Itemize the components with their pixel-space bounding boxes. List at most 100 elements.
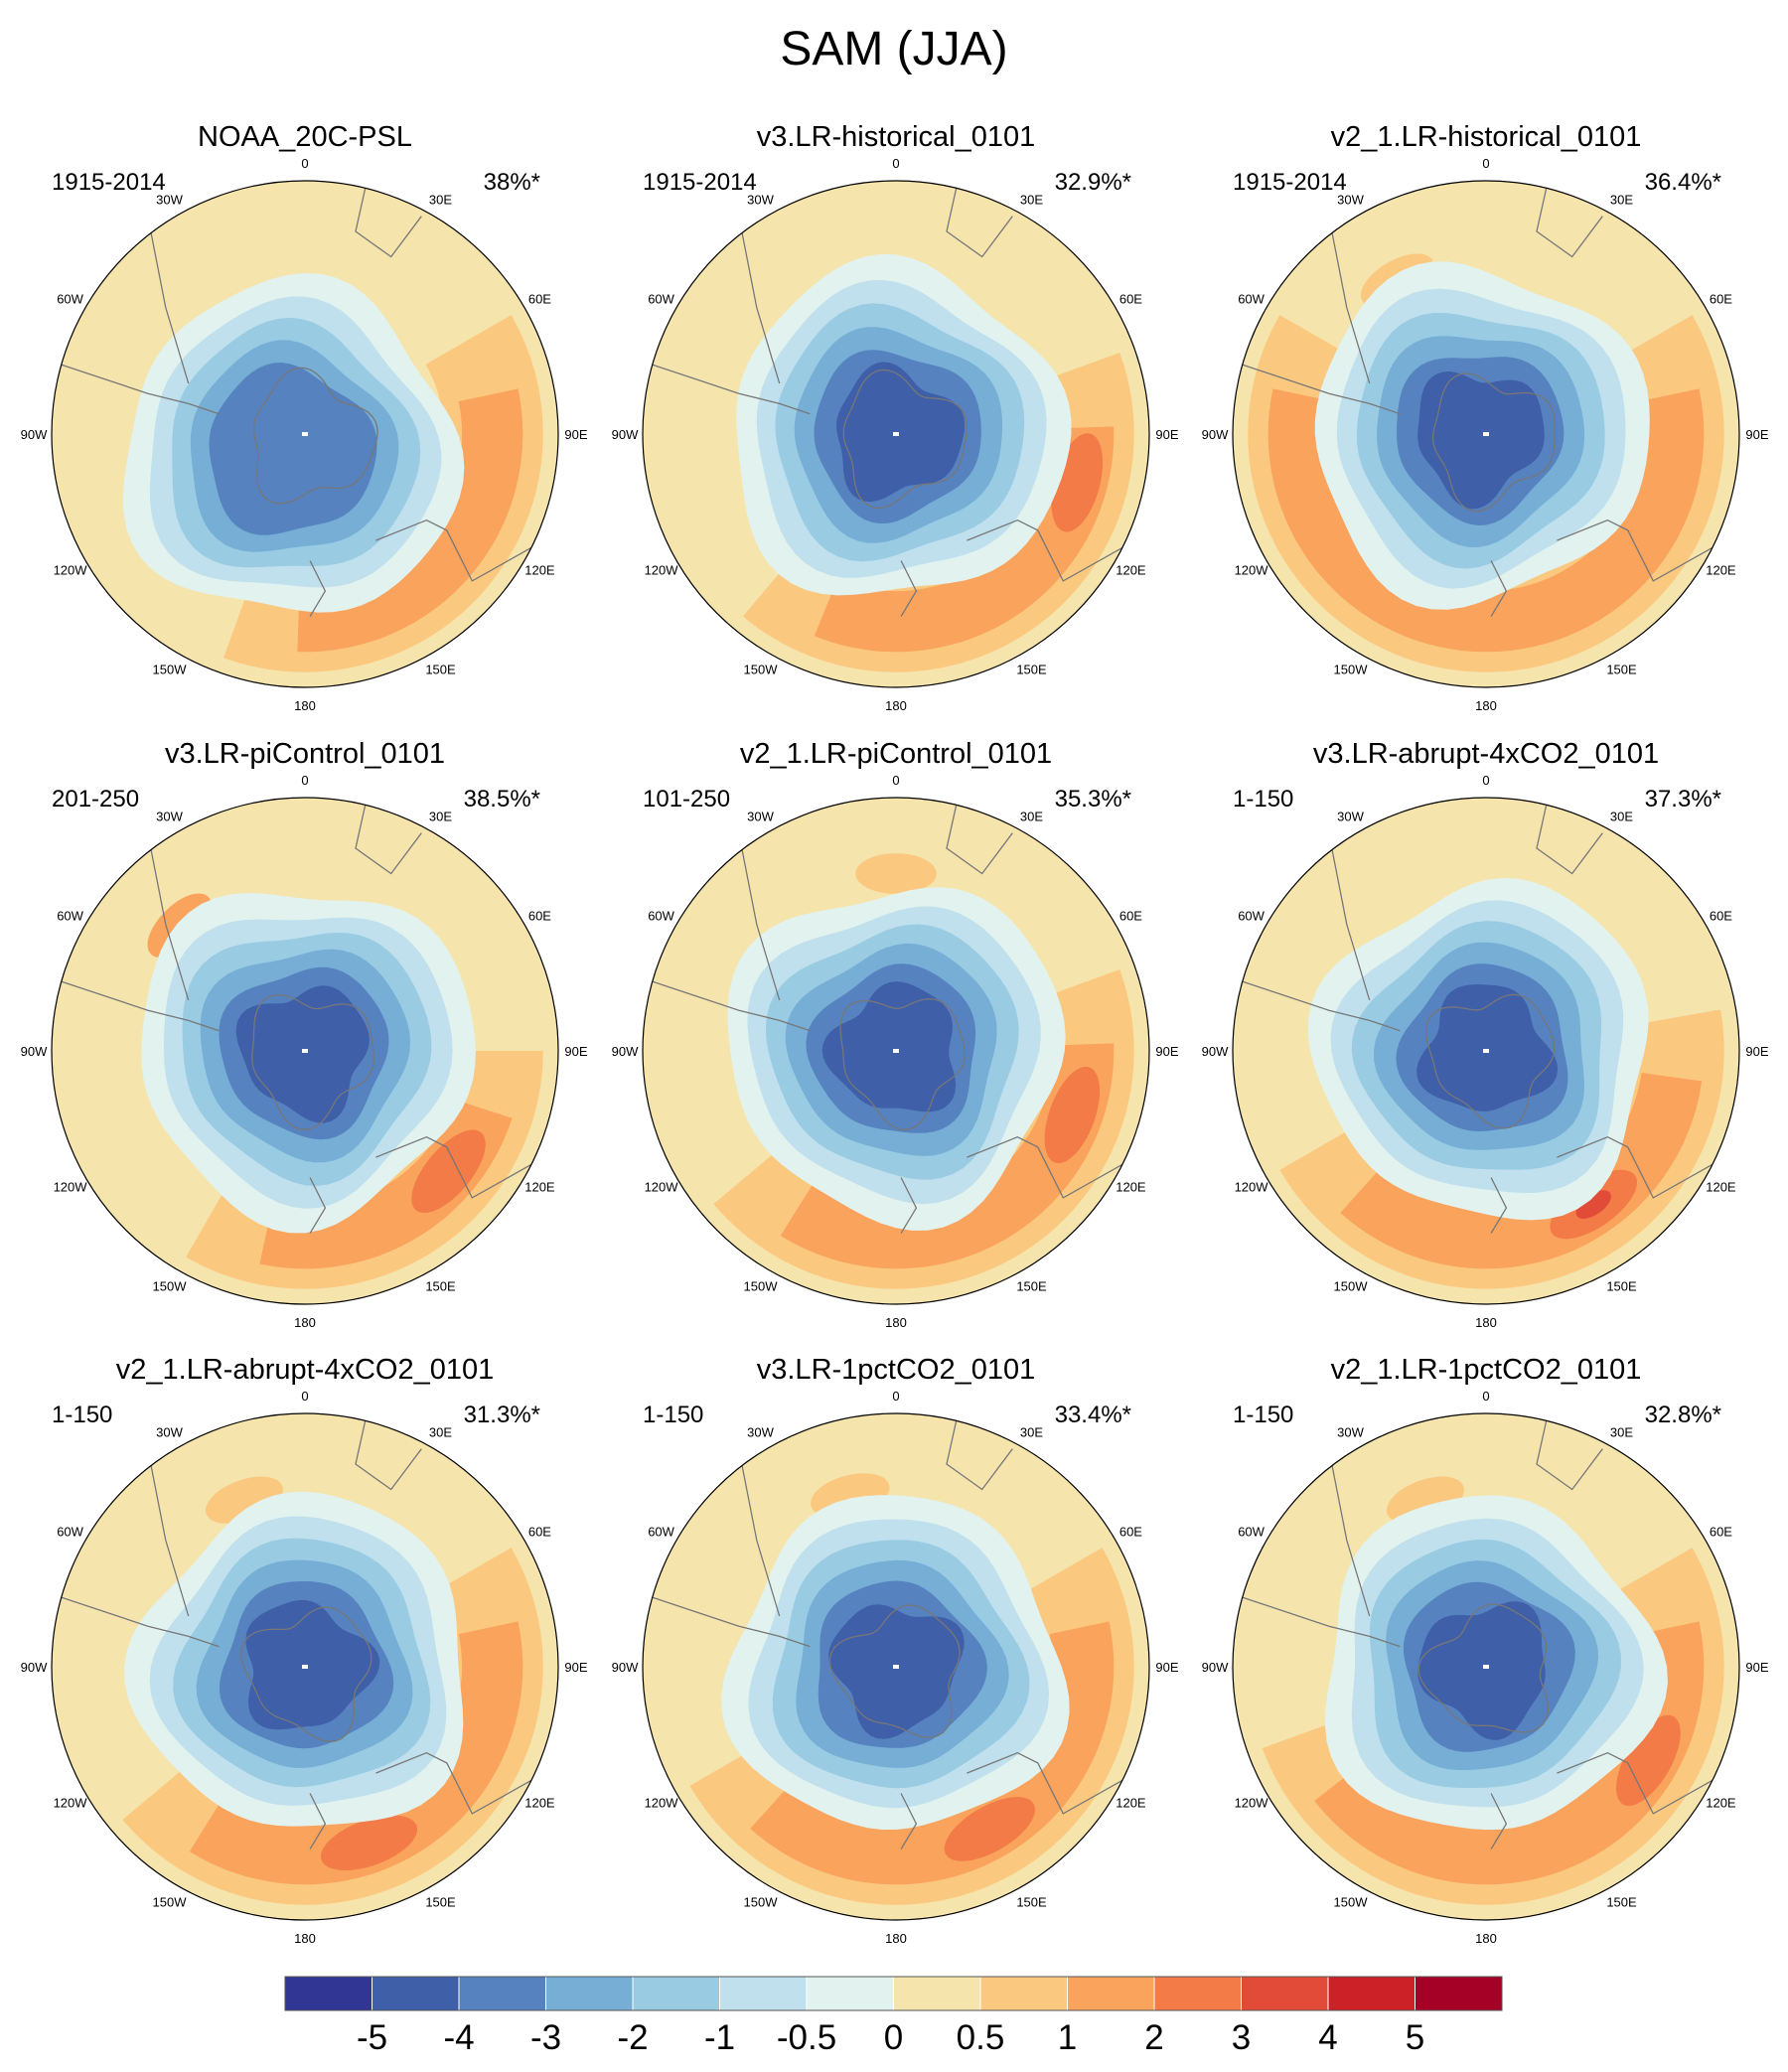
colorbar-bin [979,1976,1068,2011]
longitude-label: 30W [747,193,774,208]
longitude-label: 120E [1706,1180,1736,1195]
map-panel: v3.LR-piControl_0101 201-250 38.5%* 0 30E 60E… [21,738,588,1330]
map-panel: NOAA_20C-PSL 1915-2014 38%* 0 30E 60E 90E 120E 1… [21,121,588,713]
variance-label: 33.4%* [1055,1402,1131,1428]
colorbar-tick-label: 2 [1144,2018,1163,2057]
australia-outline [1557,1135,1735,1199]
colorbar-bin [1067,1976,1155,2011]
longitude-label: 180 [1475,1315,1497,1330]
longitude-label: 60W [57,909,83,924]
south-pole-marker [1483,1049,1489,1053]
longitude-label: 60W [648,1525,674,1540]
colorbar-tick-label: 4 [1318,2018,1337,2057]
longitude-label: 0 [892,156,899,171]
panel-title: v3.LR-piControl_0101 [165,738,445,770]
africa-outline [946,185,1013,258]
antarctica-outline [1431,372,1556,513]
south-pole-marker [302,432,308,436]
period-label: 1-150 [1233,786,1293,813]
longitude-label: 60W [57,1525,83,1540]
longitude-label: 60E [1119,292,1142,307]
south-america-outline [1237,978,1401,1032]
variance-label: 35.3%* [1055,786,1131,813]
longitude-label: 150E [425,1894,456,1909]
panel-title: v3.LR-historical_0101 [757,121,1035,153]
colorbar-tick-label: 3 [1232,2018,1251,2057]
panel-title: v2_1.LR-abrupt-4xCO2_0101 [116,1354,494,1386]
map-border [51,1412,559,1921]
longitude-label: 30E [429,810,452,824]
longitude-label: 90W [1202,1660,1229,1675]
colorbar-tick-label: -2 [617,2018,648,2057]
map-border [1232,180,1740,688]
longitude-label: 60W [648,292,674,307]
longitude-label: 150W [1334,1278,1369,1293]
africa-outline [1536,802,1603,875]
low-core [235,985,370,1123]
longitude-label: 30E [1610,193,1633,208]
longitude-label: 30E [1020,810,1043,824]
high-peak [944,1797,1035,1861]
longitude-label: 120E [1116,1796,1146,1811]
longitude-label: 0 [1482,156,1489,171]
longitude-label: 90E [1155,427,1178,442]
low-core [828,1604,965,1739]
longitude-label: 60W [1238,909,1265,924]
longitude-label: 120E [524,563,555,578]
panel-title: v2_1.LR-piControl_0101 [740,738,1052,770]
colorbar-bin [545,1976,634,2011]
longitude-label: 90E [1745,1044,1768,1059]
longitude-label: 180 [885,1315,907,1330]
low-core [1417,1601,1546,1740]
longitude-label: 30W [156,810,183,824]
south-pole-marker [893,1665,899,1669]
high-peak [320,1815,418,1871]
longitude-label: 90W [21,427,48,442]
longitude-label: 120W [54,563,88,578]
longitude-label: 0 [1482,1389,1489,1404]
africa-outline [946,802,1013,875]
antarctica-outline [1417,1603,1549,1733]
longitude-label: 150E [425,662,456,676]
longitude-label: 0 [301,156,308,171]
south-america-outline [1237,1594,1401,1648]
longitude-label: 90E [564,1660,587,1675]
longitude-label: 30E [1020,193,1043,208]
longitude-label: 180 [885,1931,907,1946]
map-border [51,180,559,688]
colorbar-bin [284,1976,372,2011]
high-band-core [1314,1621,1705,1885]
longitude-label: 90W [612,1660,639,1675]
longitude-label: 90W [612,1044,639,1059]
longitude-label: 0 [301,1389,308,1404]
new-zealand-outline [1490,1793,1508,1850]
longitude-label: 180 [1475,1931,1497,1946]
longitude-label: 30E [1610,1425,1633,1440]
variance-label: 32.8%* [1645,1402,1721,1428]
australia-outline [1557,1751,1735,1815]
variance-label: 38%* [484,169,540,196]
longitude-label: 150W [744,662,779,676]
longitude-label: 120E [1116,563,1146,578]
low-core [1416,984,1559,1111]
secondary-high [855,853,937,894]
australia-outline [1557,518,1735,582]
variance-label: 31.3%* [464,1402,540,1428]
longitude-label: 150W [153,662,188,676]
africa-outline [355,185,422,258]
low-core [245,1599,380,1730]
longitude-label: 180 [294,1931,316,1946]
australia-outline [375,1135,554,1199]
high-peak-max [1575,1190,1611,1219]
antarctica-outline [240,1606,372,1742]
colorbar-bin [1415,1976,1503,2011]
south-america-outline [56,362,220,415]
longitude-label: 60E [1119,909,1142,924]
australia-outline [967,518,1145,582]
longitude-label: 30W [747,1425,774,1440]
longitude-label: 150W [744,1278,779,1293]
africa-outline [355,802,422,875]
longitude-label: 90E [564,1044,587,1059]
